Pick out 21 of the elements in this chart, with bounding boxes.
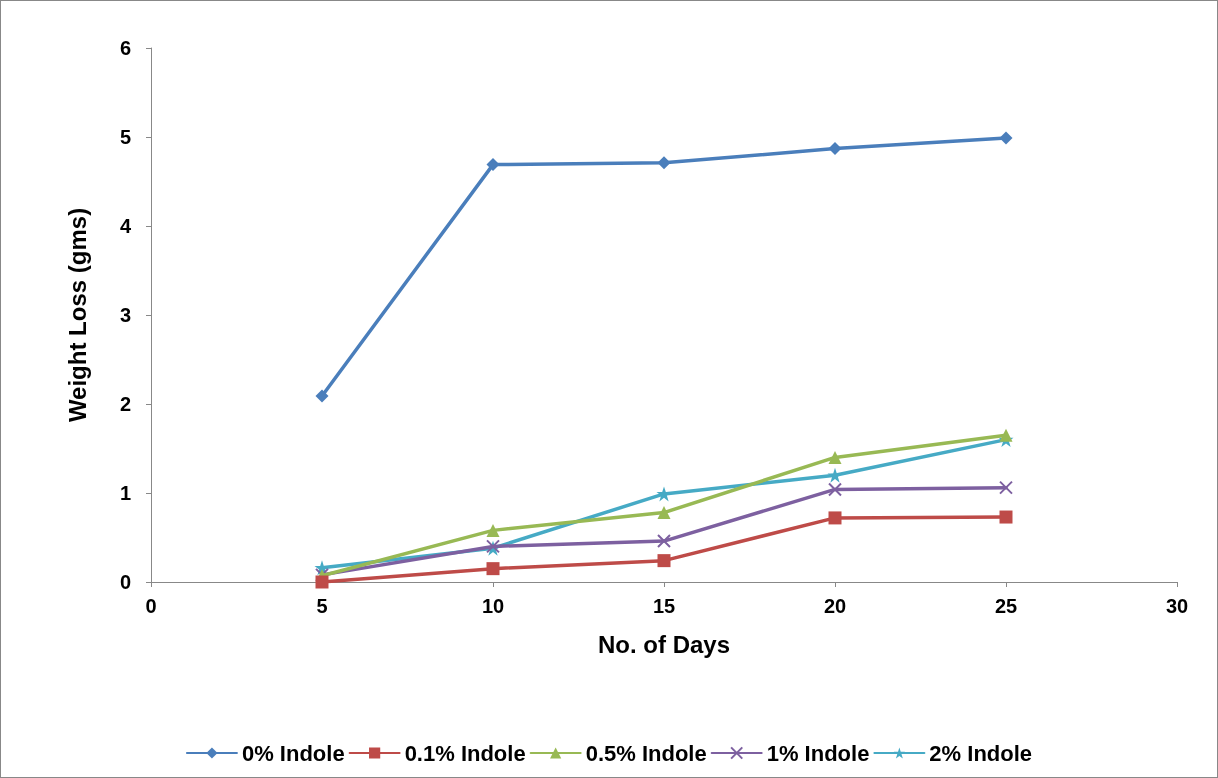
x-tick-label: 25 <box>994 595 1018 617</box>
y-tick-label: 5 <box>119 126 131 148</box>
x-tick-label: 5 <box>316 595 328 617</box>
y-tick-label: 0 <box>119 571 131 593</box>
x-tick-label: 15 <box>652 595 676 617</box>
x-axis-title: No. of Days <box>597 630 731 658</box>
legend-label: 0.1% Indole <box>404 740 526 766</box>
x-tick-label: 30 <box>1165 595 1189 617</box>
y-tick-label: 2 <box>119 393 131 415</box>
legend-label: 2% Indole <box>929 740 1033 766</box>
y-tick-label: 6 <box>119 37 131 59</box>
x-tick-label: 0 <box>145 595 157 617</box>
y-tick-label: 4 <box>119 215 132 237</box>
x-tick-label: 10 <box>481 595 505 617</box>
legend-label: 1% Indole <box>766 740 870 766</box>
legend-label: 0% Indole <box>241 740 345 766</box>
x-tick-label: 20 <box>823 595 847 617</box>
y-tick-label: 3 <box>119 304 131 326</box>
legend-label: 0.5% Indole <box>585 740 707 766</box>
y-axis-title: Weight Loss (gms) <box>63 207 91 423</box>
y-tick-label: 1 <box>119 482 131 504</box>
